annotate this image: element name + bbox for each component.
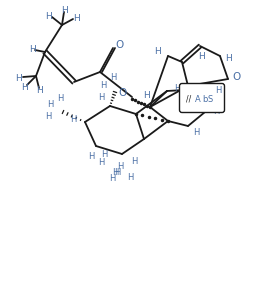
Text: H: H [57, 94, 63, 102]
Text: S: S [207, 95, 212, 103]
Text: H: H [98, 92, 104, 102]
Text: H: H [202, 99, 209, 109]
Text: H: H [15, 74, 22, 82]
Text: H: H [116, 161, 123, 171]
Text: H: H [193, 91, 200, 99]
Text: H: H [29, 44, 36, 54]
Text: H: H [126, 172, 133, 181]
Text: H: H [173, 84, 180, 92]
Text: O: O [118, 88, 127, 98]
Text: //: // [185, 95, 190, 103]
Text: H: H [98, 157, 104, 167]
Text: H: H [87, 151, 94, 161]
Text: H: H [113, 168, 120, 177]
Text: H: H [73, 13, 80, 22]
FancyBboxPatch shape [179, 84, 224, 112]
Text: H: H [143, 91, 150, 99]
Text: O: O [232, 72, 240, 82]
Text: H: H [22, 82, 28, 92]
Text: H: H [212, 106, 218, 116]
Text: H: H [192, 127, 198, 136]
Text: H: H [45, 112, 51, 120]
Text: H: H [45, 12, 52, 20]
Text: H: H [225, 54, 231, 63]
Text: O: O [115, 40, 124, 50]
Text: H: H [214, 85, 220, 95]
Text: H: H [198, 51, 204, 60]
Text: H: H [100, 150, 107, 158]
Text: H: H [108, 174, 115, 182]
Text: b: b [201, 95, 207, 103]
Text: H: H [111, 168, 118, 177]
Text: H: H [109, 72, 116, 81]
Text: H: H [179, 91, 186, 99]
Text: H: H [61, 5, 68, 15]
Text: H: H [37, 85, 43, 95]
Text: H: H [154, 47, 161, 56]
Text: H: H [47, 99, 53, 109]
Text: H: H [130, 157, 137, 165]
Text: A: A [194, 95, 200, 103]
Text: H: H [70, 115, 76, 123]
Text: H: H [99, 81, 106, 89]
